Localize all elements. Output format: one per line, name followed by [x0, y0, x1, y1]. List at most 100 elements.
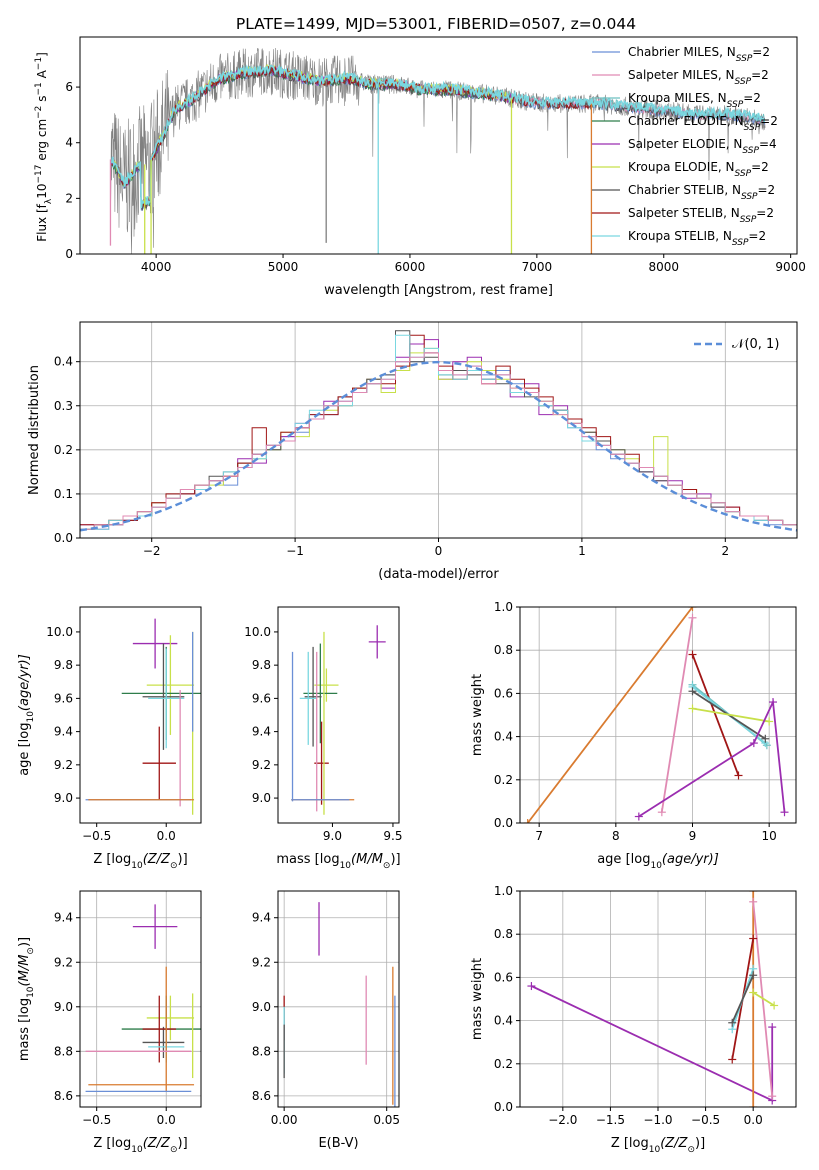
y-tick-label: 6	[65, 80, 73, 94]
y-tick-label: 0.8	[494, 927, 513, 941]
mass-vs-ebv-panel: 0.00 0.05 8.6 8.8 9.0 9.2 9.4 E(B-V)	[252, 890, 400, 1151]
legend-entry: Chabrier ELODIE, NSSP=2	[628, 114, 778, 133]
label-part: Z [log	[611, 1136, 649, 1151]
y-tick-label: 10.0	[46, 625, 73, 639]
y-axis-label: mass weight	[470, 958, 485, 1040]
axes-frame	[79, 36, 798, 255]
y-tick-label: 9.2	[54, 758, 73, 772]
label-part: =2	[743, 91, 761, 105]
label-part: (age/yr)]	[17, 654, 32, 711]
y-tick-label: 10.0	[244, 625, 271, 639]
x-tick-label: 7	[535, 829, 543, 843]
model-spectrum-kroupa_stelib	[110, 64, 766, 209]
label-part: age [log	[17, 723, 32, 776]
x-tick-label: 8000	[648, 260, 679, 274]
figure-title: PLATE=1499, MJD=53001, FIBERID=0507, z=0…	[236, 15, 636, 33]
label-part: ⊙	[383, 861, 391, 871]
label-part: =2	[760, 114, 778, 128]
x-tick-label: 0.0	[744, 1113, 763, 1127]
label-part: Flux [f	[35, 203, 49, 241]
label-part: 10	[131, 861, 143, 871]
x-tick-label: 0.0	[157, 829, 176, 843]
label-part: =2	[751, 68, 769, 82]
label-part: SSP	[727, 100, 744, 110]
y-tick-label: 0	[65, 247, 73, 261]
weight-line-salpeter_elodie	[638, 698, 786, 818]
label-part: age [log	[597, 852, 650, 867]
label-part: 10	[340, 861, 352, 871]
label-part: )]	[178, 1136, 188, 1151]
legend-entry: Chabrier STELIB, NSSP=2	[628, 183, 775, 202]
x-tick-label: 10	[762, 829, 777, 843]
axes-frame	[277, 606, 400, 824]
x-tick-label: −1.5	[596, 1113, 625, 1127]
legend-entry: Kroupa MILES, NSSP=2	[628, 91, 761, 110]
y-tick-label: 9.2	[54, 955, 73, 969]
label-part: Chabrier STELIB, N	[628, 183, 741, 197]
label-part: =2	[748, 229, 766, 243]
x-tick-label: 9.5	[383, 829, 402, 843]
label-part: mass [log	[17, 998, 32, 1061]
weight-line-salpeter_miles	[660, 617, 694, 813]
label-part: =2	[752, 45, 770, 59]
y-tick-label: 0.2	[54, 443, 73, 457]
x-tick-label: 1	[578, 544, 586, 558]
y-tick-label: 0.2	[494, 1057, 513, 1071]
y-tick-label: 0.8	[494, 643, 513, 657]
axes-frame	[79, 321, 798, 539]
label-part: ⊙	[170, 1145, 178, 1155]
axes-frame	[519, 890, 797, 1108]
plot-area	[283, 902, 396, 1107]
weight-line-chabrier_stelib	[731, 974, 755, 1024]
y-tick-label: 9.4	[252, 911, 271, 925]
x-tick-label: 5000	[268, 260, 299, 274]
weight-line-extra	[526, 607, 694, 823]
label-part: ⊙	[170, 861, 178, 871]
x-tick-label: 4000	[141, 260, 172, 274]
y-tick-label: 0.6	[494, 970, 513, 984]
legend-entry: Salpeter ELODIE, NSSP=4	[628, 137, 777, 156]
age-vs-mass-panel: 9.0 9.5 9.0 9.2 9.4 9.6 9.8 10.0 mass [log10(M/M…	[244, 606, 402, 871]
x-tick-label: −2	[143, 544, 161, 558]
y-tick-label: 8.8	[252, 1044, 271, 1058]
y-tick-label: 0.0	[494, 816, 513, 830]
x-tick-label: 6000	[395, 260, 426, 274]
label-part: Salpeter MILES, N	[628, 68, 735, 82]
label-part: (M/M	[17, 955, 32, 987]
spectrum-panel: 4000 5000 6000 7000 8000 9000 0 2 4 6 wavelength […	[34, 36, 806, 298]
y-tick-label: 0.0	[54, 531, 73, 545]
label-part: Kroupa STELIB, N	[628, 229, 732, 243]
legend-entry: 𝒩(0, 1)	[732, 337, 779, 352]
y-tick-label: 0.6	[494, 686, 513, 700]
legend-entry: Salpeter MILES, NSSP=2	[628, 68, 769, 87]
label-part: Kroupa ELODIE, N	[628, 160, 735, 174]
x-tick-label: 9000	[775, 260, 806, 274]
label-part: 10	[650, 861, 662, 871]
x-tick-label: −0.5	[691, 1113, 720, 1127]
label-part: SSP	[735, 77, 752, 87]
label-part: SSP	[744, 123, 761, 133]
y-tick-label: 8.8	[54, 1044, 73, 1058]
y-tick-label: 1.0	[494, 884, 513, 898]
label-part: 10	[35, 184, 49, 199]
x-tick-label: −1.0	[643, 1113, 672, 1127]
label-part: −1	[34, 57, 44, 70]
x-tick-label: 2	[721, 544, 729, 558]
label-part: SSP	[742, 146, 759, 156]
plot-area	[291, 625, 386, 815]
y-tick-label: 0.4	[54, 355, 73, 369]
label-part: =2	[751, 160, 769, 174]
x-tick-label: 0.00	[271, 1113, 298, 1127]
label-part: =2	[758, 183, 776, 197]
y-tick-label: 0.4	[494, 730, 513, 744]
x-axis-label: age [log10(age/yr)]	[597, 852, 719, 871]
x-axis-label: mass [log10(M/M⊙)]	[276, 852, 400, 871]
label-part: 10	[649, 1145, 661, 1155]
y-tick-label: 9.0	[252, 1000, 271, 1014]
spectrum-plot-area	[109, 47, 766, 254]
label-part: mass [log	[276, 852, 339, 867]
label-part: SSP	[736, 54, 753, 64]
label-part: SSP	[740, 215, 757, 225]
y-axis-label: mass [log10(M/M⊙)]	[17, 937, 36, 1061]
y-tick-label: 9.8	[252, 658, 271, 672]
